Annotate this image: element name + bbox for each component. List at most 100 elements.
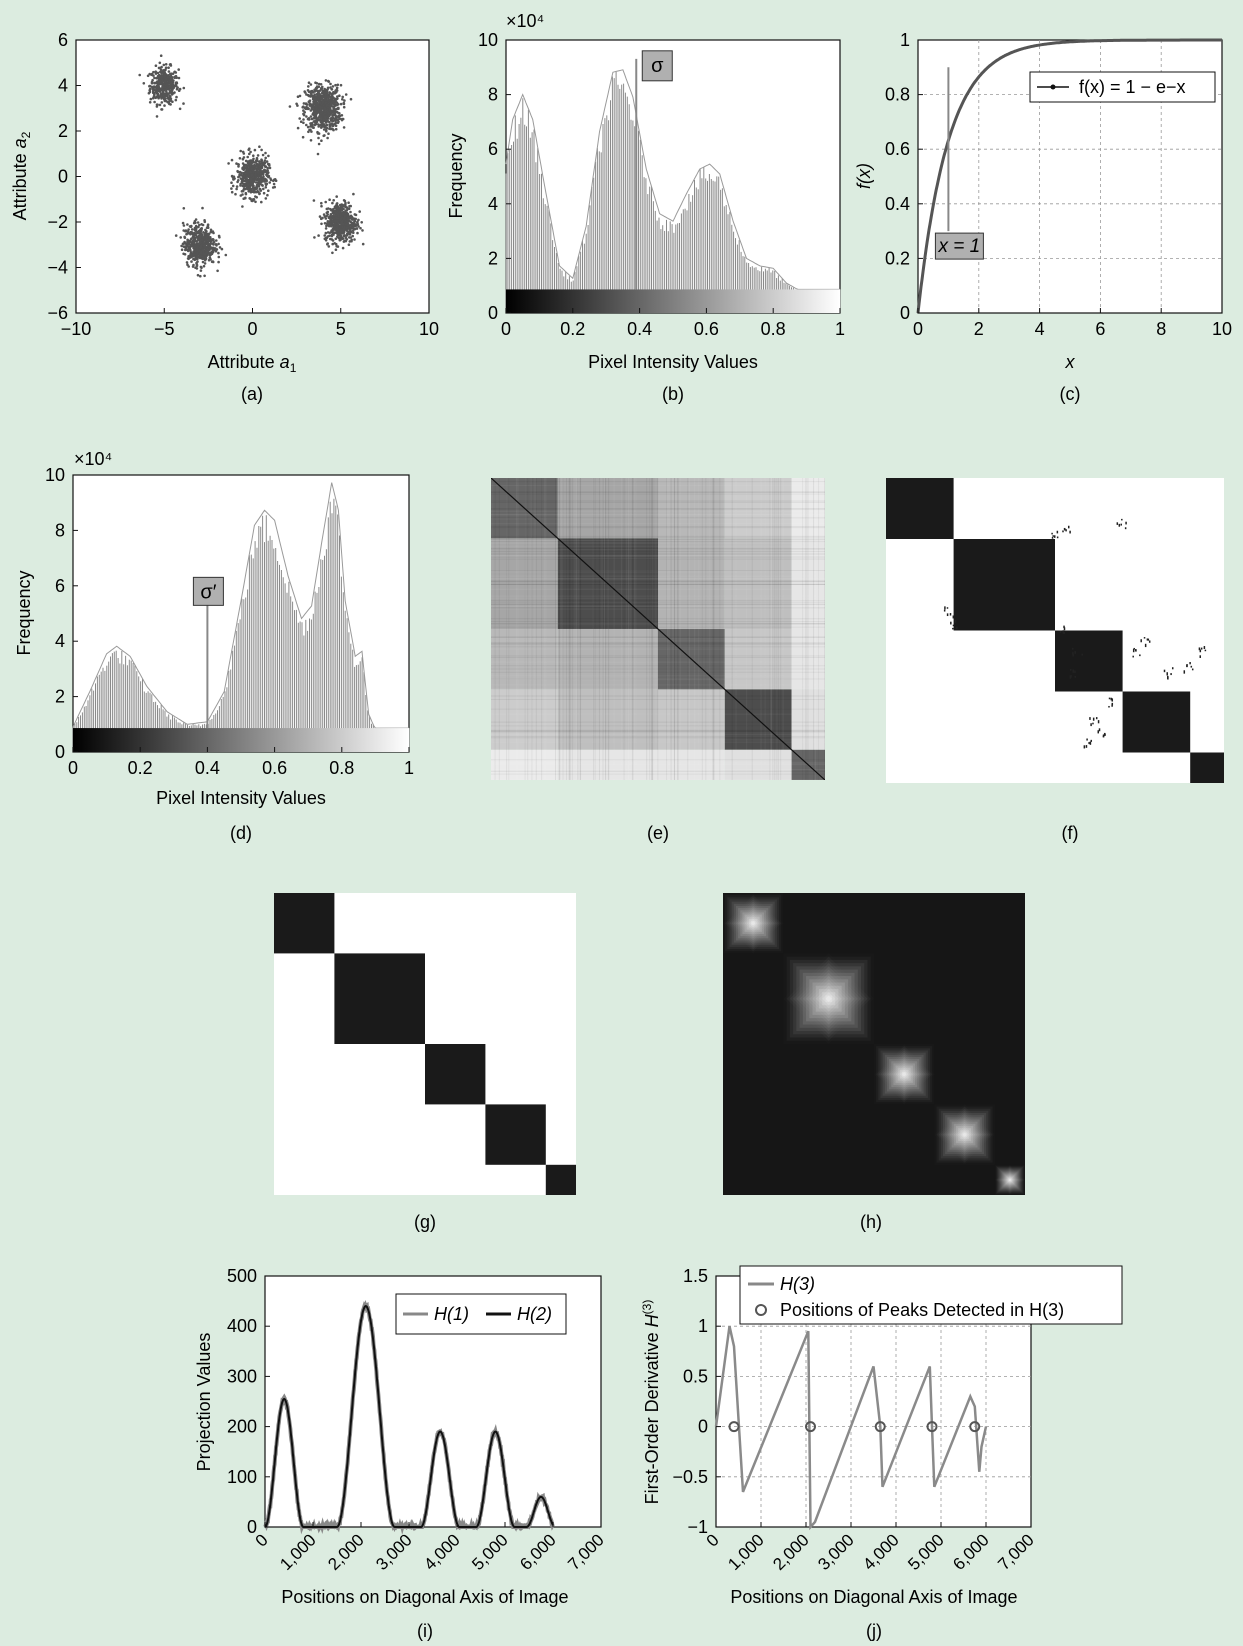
scatter-point [288, 105, 292, 108]
scatter-point [320, 204, 323, 208]
scatter-point [349, 236, 353, 239]
panel-g: (g) [274, 893, 576, 1232]
panel-label: (h) [860, 1212, 882, 1232]
scatter-point [230, 181, 233, 184]
scatter-point [178, 87, 182, 91]
scatter-point [251, 181, 255, 184]
function-curve [916, 38, 1222, 314]
matrix-image [274, 893, 576, 1195]
scatter-point [324, 227, 328, 230]
scatter-point [309, 115, 313, 118]
scatter-point [164, 66, 168, 69]
distance-contour [962, 1132, 967, 1137]
scatter-point [309, 102, 312, 105]
scatter-point [325, 236, 329, 240]
scatter-point [329, 237, 332, 241]
scatter-point [155, 115, 159, 118]
scatter-point [198, 223, 201, 227]
noise-speck [1120, 523, 1122, 526]
scatter-point [322, 95, 326, 98]
scatter-point [254, 200, 257, 204]
scatter-point [189, 249, 192, 252]
x-tick-label: 10 [1212, 319, 1232, 339]
y-tick-label: 6 [488, 139, 498, 159]
scatter-point [265, 174, 269, 178]
scatter-point [326, 86, 330, 90]
scatter-point [203, 274, 206, 278]
y-tick-label: 0.5 [683, 1366, 708, 1386]
scatter-point [307, 85, 310, 88]
scatter-point [305, 93, 308, 96]
scatter-point [150, 80, 154, 84]
scatter-point [254, 171, 257, 175]
x-tick-label: 0 [247, 319, 257, 339]
scatter-point [162, 63, 166, 67]
noise-speck [1135, 649, 1137, 652]
x-axis-label: Attribute a1 [208, 352, 297, 375]
scatter-point [167, 88, 171, 91]
scatter-point [309, 139, 313, 142]
x-tick-label: 2,000 [769, 1530, 813, 1574]
scatter-point [192, 234, 195, 237]
scatter-points [138, 54, 365, 278]
matrix-block [491, 689, 558, 750]
matrix-image [491, 478, 825, 780]
scatter-point [206, 224, 210, 228]
scatter-point [239, 194, 243, 197]
scatter-point [198, 249, 201, 252]
marker-label: σ′ [200, 581, 216, 603]
matrix-image [723, 893, 1025, 1195]
scatter-point [244, 163, 248, 167]
scatter-point [348, 240, 352, 243]
scatter-point [162, 83, 166, 86]
curve-line [916, 38, 1222, 314]
scatter-point [194, 221, 197, 224]
scatter-point [166, 96, 170, 99]
noise-speck [1069, 530, 1071, 534]
scatter-point [189, 230, 193, 234]
y-axis-label: Frequency [446, 133, 466, 218]
scatter-point [333, 242, 337, 245]
panel-label: (b) [662, 384, 684, 404]
scatter-point [336, 107, 339, 110]
marker-label: σ [651, 55, 664, 77]
scatter-point [175, 76, 178, 79]
scatter-point [201, 236, 205, 240]
matrix-image [886, 478, 1224, 783]
scatter-point [242, 187, 246, 191]
scatter-point [325, 95, 329, 99]
noise-speck [1095, 717, 1098, 720]
noise-speck [1072, 653, 1074, 657]
sigma-prime-marker: σ′ [192, 576, 224, 729]
scatter-point [331, 242, 335, 246]
scatter-point [334, 119, 338, 122]
scatter-point [241, 167, 244, 171]
scatter-point [326, 92, 329, 96]
scatter-point [309, 123, 313, 126]
noise-speck [1053, 535, 1056, 538]
scatter-point [260, 148, 263, 152]
scatter-point [220, 247, 224, 251]
scatter-point [148, 101, 152, 104]
matrix-block [791, 538, 825, 629]
scatter-point [352, 192, 355, 196]
scatter-point [253, 148, 257, 152]
panel-c: x = 1 f(x) = 1 − e−x 0 2 4 6 8 10 0 0.2 0.4 0.6 0.… [854, 30, 1232, 404]
scatter-point [189, 241, 193, 244]
x-tick-label: 10 [419, 319, 439, 339]
scatter-point [187, 247, 191, 250]
scatter-point [333, 210, 337, 213]
y-tick-label: 6 [55, 576, 65, 596]
scatter-point [322, 128, 326, 131]
scatter-point [338, 236, 342, 239]
noise-speck [1143, 637, 1146, 639]
y-tick-label: 500 [227, 1266, 257, 1286]
scatter-point [340, 205, 343, 208]
scatter-point [272, 182, 276, 186]
axis-ticks: −10 −5 0 5 10 −6 −4 −2 0 2 4 6 [47, 30, 439, 339]
matrix-block [886, 478, 954, 539]
scatter-point [160, 97, 163, 100]
scatter-point [249, 177, 253, 180]
distance-contour [962, 1132, 967, 1137]
scatter-point [198, 240, 202, 244]
